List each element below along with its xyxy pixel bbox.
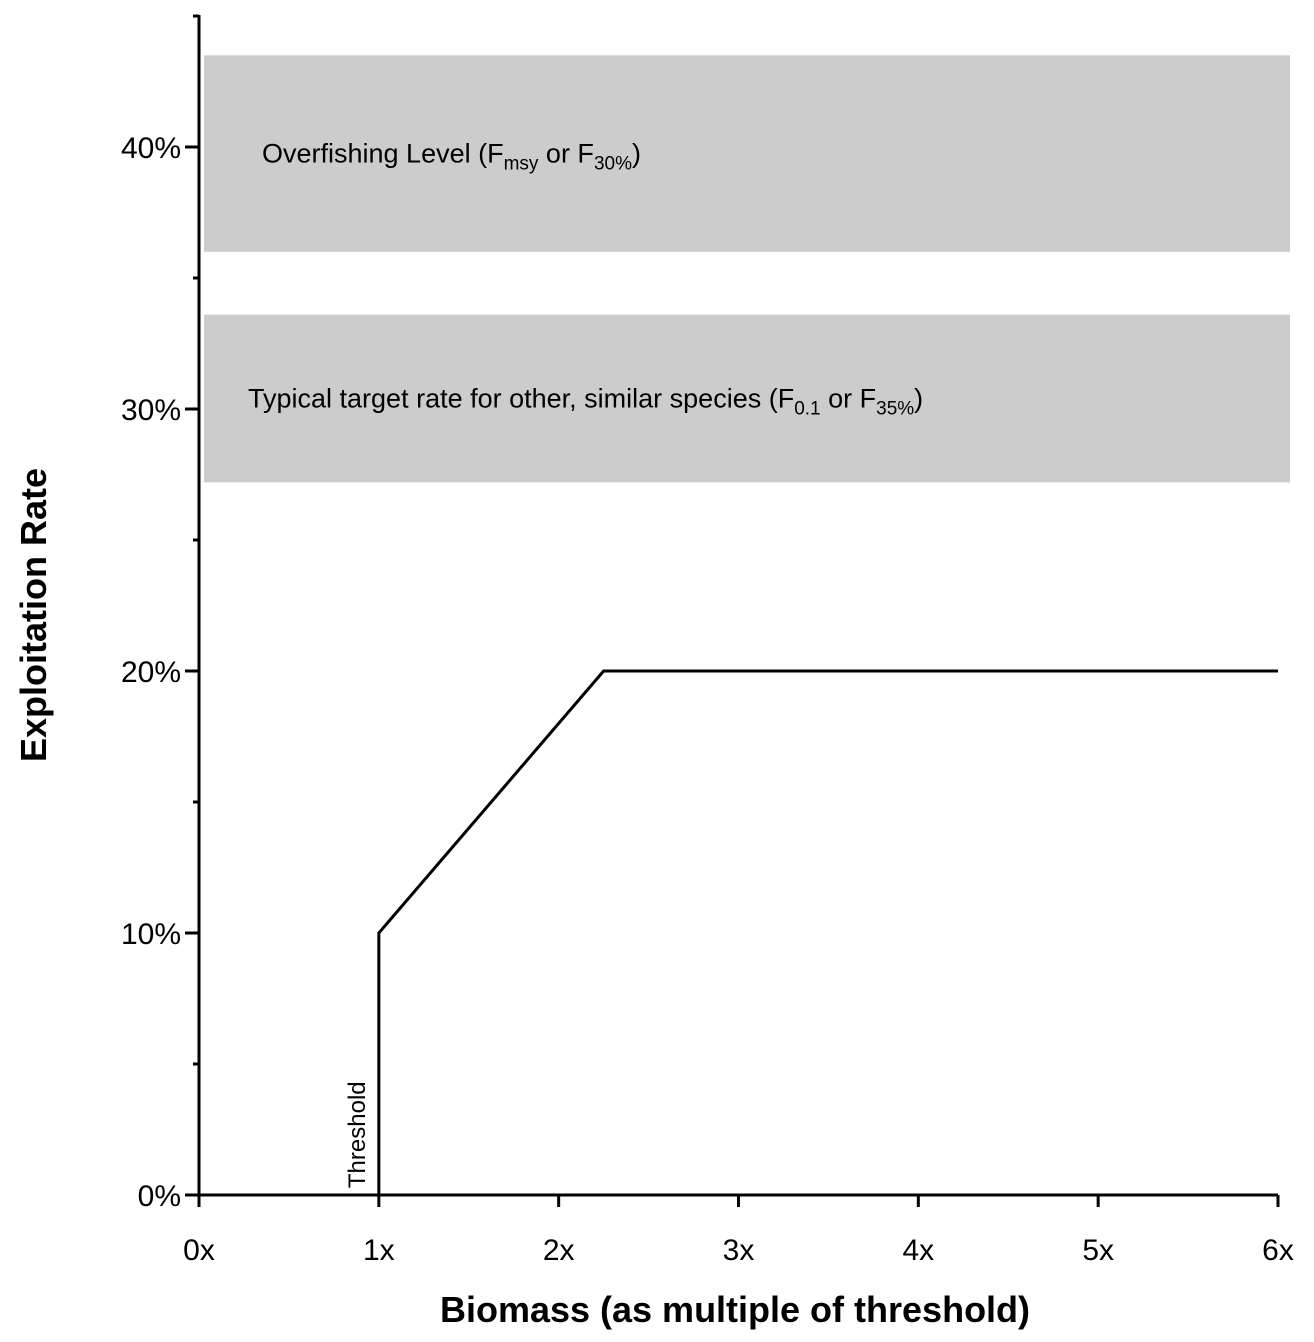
x-tick-label: 2x xyxy=(543,1234,575,1267)
y-tick-label: 30% xyxy=(121,394,181,427)
y-tick-label: 0% xyxy=(138,1180,181,1213)
x-tick-label: 6x xyxy=(1262,1234,1294,1267)
threshold-annotation: Threshold xyxy=(344,1081,371,1188)
y-tick-label: 10% xyxy=(121,918,181,951)
x-tick-label: 4x xyxy=(902,1234,934,1267)
band-1 xyxy=(204,314,1290,483)
x-axis-title: Biomass (as multiple of threshold) xyxy=(440,1289,1030,1330)
band-0 xyxy=(204,55,1290,252)
x-tick-label: 3x xyxy=(723,1234,755,1267)
x-tick-label: 5x xyxy=(1082,1234,1114,1267)
y-tick-label: 40% xyxy=(121,132,181,165)
x-tick-label: 0x xyxy=(183,1234,215,1267)
band-label-0: Overfishing Level (Fmsy or F30%) xyxy=(262,139,641,175)
y-tick-label: 20% xyxy=(121,656,181,689)
x-tick-label: 1x xyxy=(363,1234,395,1267)
y-axis-title: Exploitation Rate xyxy=(13,468,54,762)
bands-layer xyxy=(204,55,1290,483)
series-layer xyxy=(377,669,1278,1195)
labels-layer: Overfishing Level (Fmsy or F30%) Typical … xyxy=(121,132,1294,1267)
band-label-1: Typical target rate for other, similar s… xyxy=(248,384,923,420)
series-line-0 xyxy=(377,669,1278,1195)
